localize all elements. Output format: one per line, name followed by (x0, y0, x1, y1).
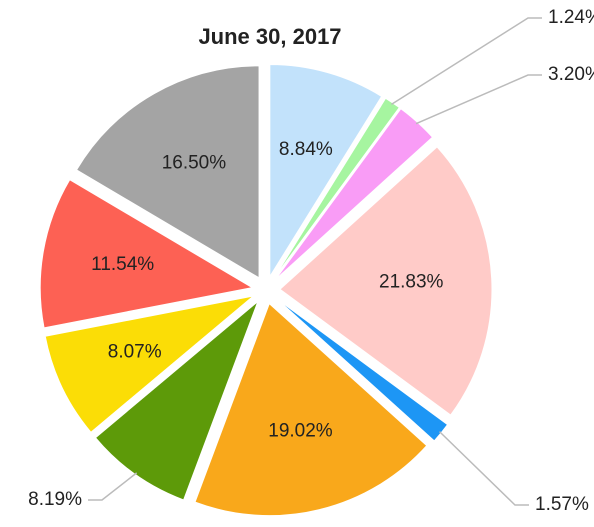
pie-slice (194, 302, 428, 517)
leader-line (415, 74, 542, 125)
leader-line (88, 472, 138, 501)
data-label: 19.02% (268, 420, 333, 441)
pie-slice (75, 65, 260, 279)
data-label: 8.19% (28, 489, 82, 510)
pie-slice (269, 64, 383, 279)
pie-slice (44, 295, 256, 433)
pie-slice (274, 108, 434, 280)
data-label: 8.07% (108, 342, 162, 363)
pie-slice (39, 179, 254, 329)
data-label: 21.83% (379, 272, 444, 293)
leader-line (439, 431, 529, 506)
pie-slice (279, 146, 493, 416)
data-label: 1.24% (548, 7, 594, 28)
data-label: 8.84% (279, 139, 333, 160)
data-label: 16.50% (162, 153, 227, 174)
pie-slice (273, 97, 401, 279)
data-label: 1.57% (535, 494, 589, 515)
leader-line (391, 17, 542, 106)
data-label: 11.54% (91, 254, 154, 275)
data-label: 3.20% (548, 64, 594, 85)
chart-title: June 30, 2017 (198, 24, 341, 49)
